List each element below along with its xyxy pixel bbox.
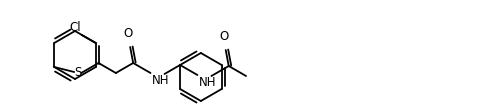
Text: O: O: [219, 30, 228, 43]
Text: Cl: Cl: [69, 21, 81, 34]
Text: NH: NH: [151, 74, 169, 87]
Text: O: O: [124, 27, 133, 40]
Text: S: S: [74, 66, 81, 79]
Text: NH: NH: [198, 76, 216, 89]
